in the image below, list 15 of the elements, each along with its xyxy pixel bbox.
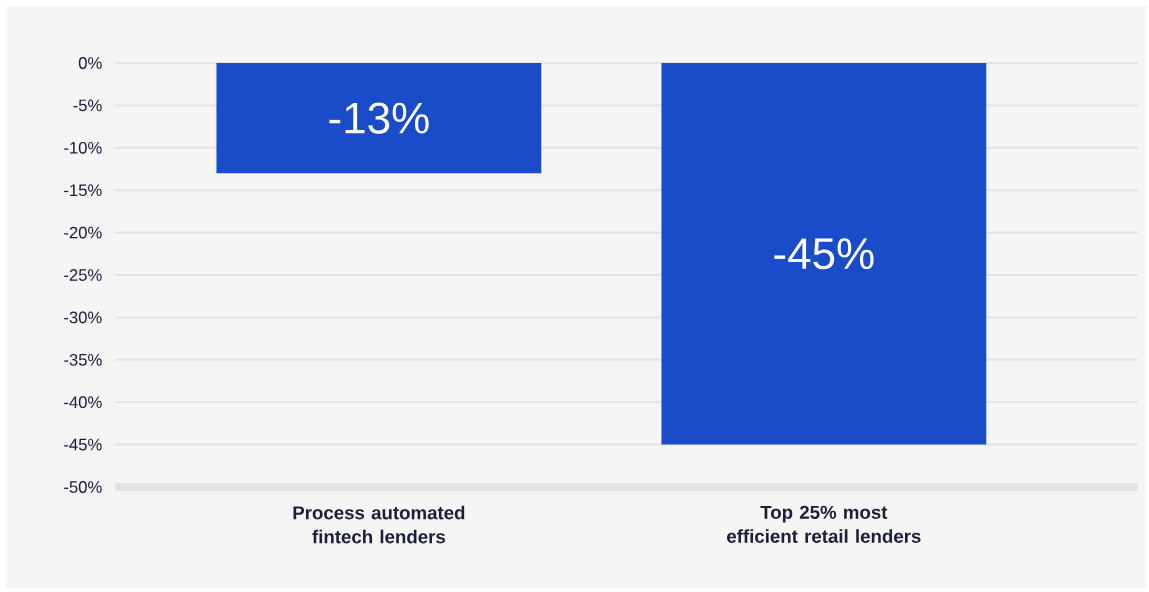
x-tick-label: Top 25% most efficient retail lenders [727,505,921,543]
y-tick-label: -45% [64,438,102,451]
y-tick-label: -35% [64,353,102,366]
y-tick-label: -20% [64,226,102,239]
data-label: -13% [329,102,429,134]
y-tick-label: -30% [64,311,102,324]
y-tick-label: 0% [78,57,102,69]
y-tick-label: -25% [64,269,102,281]
y-tick-label: -40% [64,396,102,409]
x-tick-label: Process automated fintech lenders [293,505,465,544]
data-label: -45% [774,238,874,270]
y-tick-label: -10% [64,141,102,154]
y-tick-label: -50% [64,481,102,493]
y-tick-label: -15% [64,184,102,197]
y-tick-label: -5% [73,99,102,112]
